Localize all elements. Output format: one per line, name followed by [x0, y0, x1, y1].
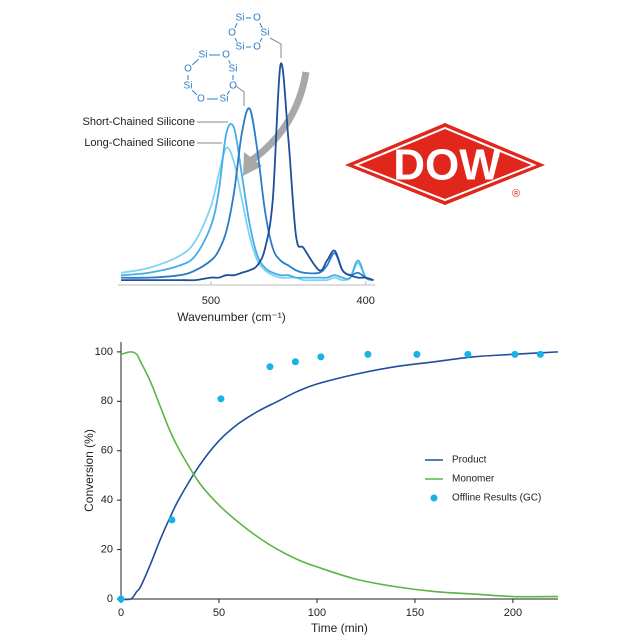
- x-tick-label: 50: [213, 607, 225, 619]
- point: [364, 350, 372, 358]
- line: [121, 62, 374, 282]
- bond: [227, 90, 230, 95]
- line: [120, 351, 559, 601]
- logo-outline: [353, 126, 537, 202]
- y-tick-label: 40: [101, 494, 113, 506]
- legend-marker: [430, 494, 438, 502]
- atom: O: [184, 64, 192, 75]
- x-tick-label: 400: [357, 295, 375, 307]
- legend-label: Offline Results (GC): [452, 493, 541, 504]
- point: [217, 395, 225, 403]
- series-label: Long-Chained Silicone: [84, 137, 195, 149]
- bond: [259, 23, 263, 28]
- point: [117, 595, 125, 603]
- point: [511, 350, 519, 358]
- y-tick-label: 100: [95, 346, 113, 358]
- arrow-head: [243, 152, 262, 176]
- bond: [191, 89, 198, 96]
- bond: [192, 58, 199, 66]
- series-label: Short-Chained Silicone: [82, 116, 195, 128]
- atom: Si: [184, 81, 193, 92]
- y-tick-label: 60: [101, 445, 113, 457]
- line: [120, 351, 559, 598]
- atom: Si: [236, 42, 245, 53]
- x-tick-label: 0: [118, 607, 124, 619]
- atom: O: [253, 42, 261, 53]
- x-tick-label: 150: [406, 607, 424, 619]
- bond: [228, 60, 231, 64]
- point: [413, 350, 421, 358]
- bond: [234, 23, 238, 28]
- logo-mark: ®: [512, 188, 520, 200]
- bond: [259, 37, 263, 43]
- point: [168, 516, 176, 524]
- atom: O: [228, 28, 236, 39]
- atom: Si: [261, 28, 270, 39]
- y-tick-label: 0: [107, 593, 113, 605]
- x-tick-label: 100: [308, 607, 326, 619]
- atom: O: [229, 81, 237, 92]
- point: [536, 350, 544, 358]
- y-tick-label: 20: [101, 543, 113, 555]
- y-axis-label: Conversion (%): [82, 429, 96, 512]
- atom: O: [222, 50, 230, 61]
- line: [120, 146, 374, 282]
- y-tick-label: 80: [101, 395, 113, 407]
- atom: Si: [229, 64, 238, 75]
- x-axis-label: Time (min): [311, 621, 368, 635]
- logo-text: DOW: [393, 141, 501, 190]
- legend-label: Product: [452, 455, 487, 466]
- logo-diamond: [345, 123, 545, 205]
- point: [266, 363, 274, 371]
- point: [317, 353, 325, 361]
- line: [121, 123, 374, 281]
- leader: [235, 85, 245, 106]
- atom: Si: [220, 94, 229, 105]
- legend-label: Monomer: [452, 474, 495, 485]
- atom: Si: [199, 50, 208, 61]
- atom: O: [253, 13, 261, 24]
- leader: [269, 37, 282, 58]
- x-axis-label: Wavenumber (cm⁻¹): [177, 310, 286, 324]
- bond: [234, 37, 238, 43]
- atom: O: [197, 94, 205, 105]
- atom: Si: [236, 13, 245, 24]
- x-tick-label: 200: [504, 607, 522, 619]
- point: [464, 350, 472, 358]
- x-tick-label: 500: [202, 295, 220, 307]
- line: [121, 107, 374, 281]
- point: [291, 358, 299, 366]
